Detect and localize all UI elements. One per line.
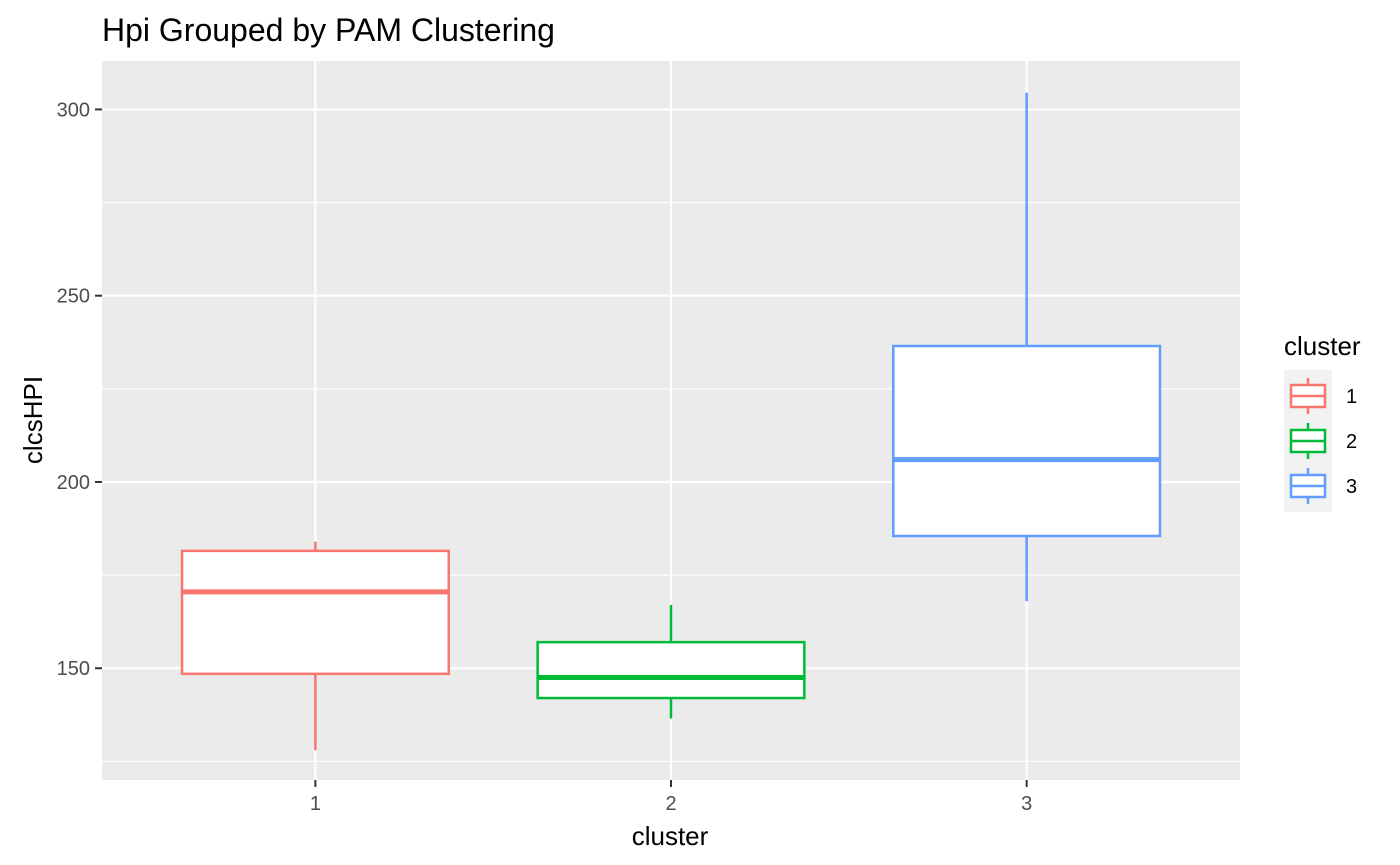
legend: cluster 1 2 3 [1284, 331, 1361, 512]
box-body [892, 344, 1162, 538]
y-tick-label: 150 [57, 658, 90, 680]
axes: 150 200 250 300 1 2 3 [57, 99, 1033, 815]
box-cluster-1 [180, 541, 450, 751]
box-cluster-2 [536, 604, 806, 719]
legend-label: 3 [1346, 476, 1357, 498]
legend-item-1: 1 [1289, 378, 1357, 414]
box-body [180, 549, 450, 676]
legend-item-3: 3 [1289, 468, 1357, 504]
y-tick-label: 300 [57, 99, 90, 121]
x-tick-label: 1 [310, 793, 321, 815]
box-cluster-3 [892, 92, 1162, 602]
y-tick-label: 200 [57, 472, 90, 494]
legend-item-2: 2 [1289, 423, 1357, 459]
y-axis-title: clcsHPI [18, 376, 48, 464]
x-axis-title: cluster [632, 821, 709, 851]
chart-title: Hpi Grouped by PAM Clustering [102, 12, 555, 48]
legend-label: 1 [1346, 386, 1357, 408]
legend-label: 2 [1346, 431, 1357, 453]
x-tick-label: 2 [665, 793, 676, 815]
boxes [180, 92, 1162, 751]
legend-title: cluster [1284, 331, 1361, 361]
x-tick-label: 3 [1021, 793, 1032, 815]
y-tick-label: 250 [57, 286, 90, 308]
box-body [536, 640, 806, 700]
